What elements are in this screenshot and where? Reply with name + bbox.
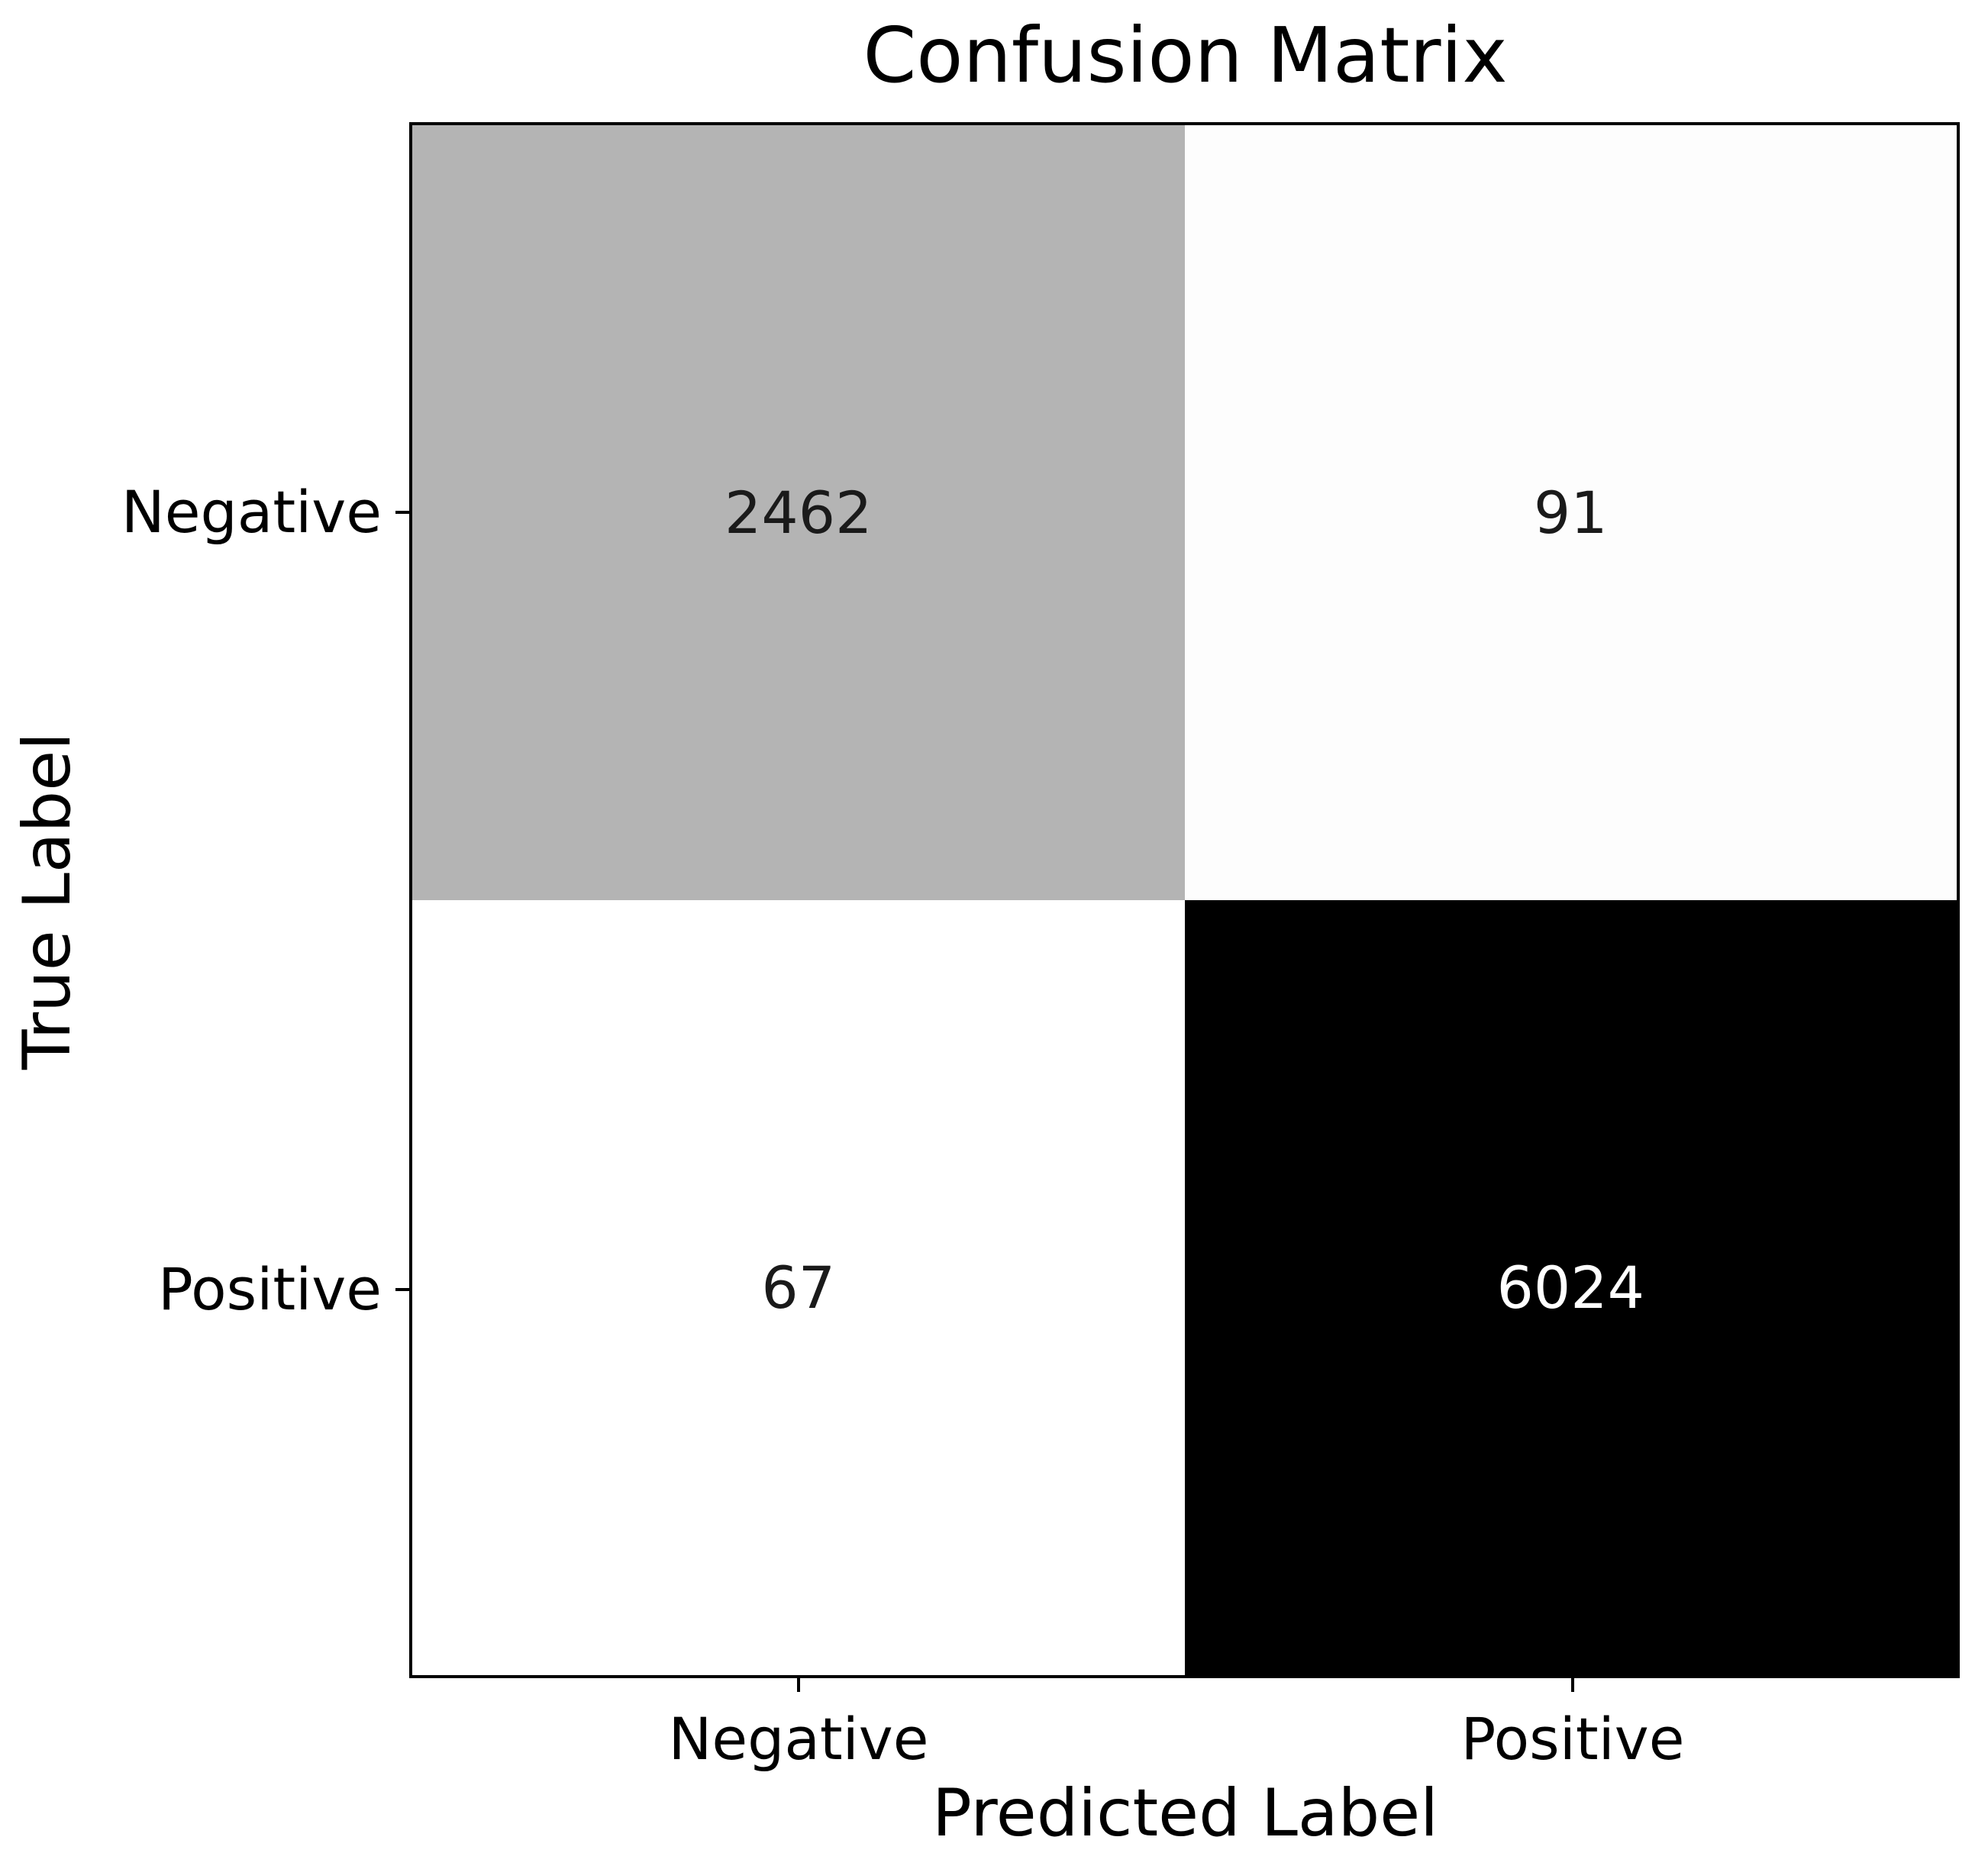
xtick-label-positive: Positive xyxy=(1460,1705,1685,1773)
cell-false-negative: 67 xyxy=(412,900,1185,1675)
ytick-label-positive: Positive xyxy=(158,1255,382,1323)
cell-false-positive: 91 xyxy=(1184,125,1957,900)
ytick-label-negative: Negative xyxy=(121,478,382,546)
heatmap-plot: 2462 91 67 6024 xyxy=(409,122,1960,1678)
cell-true-positive: 6024 xyxy=(1184,900,1957,1675)
xtick-label-negative: Negative xyxy=(668,1705,929,1773)
x-tick-mark-positive xyxy=(1571,1678,1574,1692)
cell-true-negative: 2462 xyxy=(412,125,1185,900)
y-tick-mark-negative xyxy=(395,511,409,514)
y-tick-mark-positive xyxy=(395,1288,409,1291)
x-axis-label: Predicted Label xyxy=(931,1775,1439,1851)
chart-title: Confusion Matrix xyxy=(863,11,1508,100)
y-axis-label: True Label xyxy=(9,731,86,1070)
x-tick-mark-negative xyxy=(797,1678,800,1692)
